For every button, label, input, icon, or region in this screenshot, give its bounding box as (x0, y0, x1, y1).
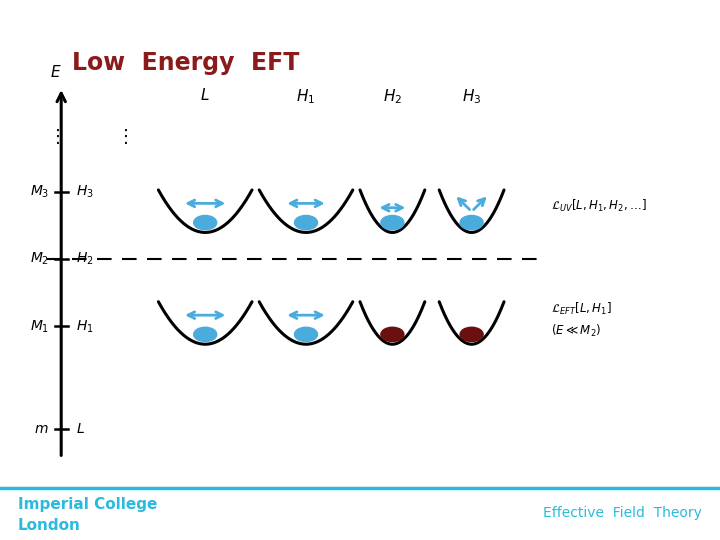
Text: $M_2$: $M_2$ (30, 251, 49, 267)
Text: $\mathcal{L}_{UV}[L, H_1, H_2, \ldots]$: $\mathcal{L}_{UV}[L, H_1, H_2, \ldots]$ (551, 198, 647, 214)
Circle shape (381, 215, 404, 230)
Text: $H_3$: $H_3$ (462, 87, 481, 106)
Circle shape (460, 215, 483, 230)
Text: $M_1$: $M_1$ (30, 318, 49, 335)
Circle shape (294, 327, 318, 341)
Text: $\mathcal{L}_{EFT}[L, H_1]$: $\mathcal{L}_{EFT}[L, H_1]$ (551, 300, 611, 316)
Circle shape (194, 215, 217, 230)
Text: $(E \ll M_2)$: $(E \ll M_2)$ (551, 323, 601, 339)
Text: $H_2$: $H_2$ (383, 87, 402, 106)
Circle shape (460, 327, 483, 341)
Text: $\vdots$: $\vdots$ (117, 127, 128, 146)
Text: $L$: $L$ (200, 87, 210, 103)
Text: $H_1$: $H_1$ (76, 318, 94, 335)
Text: Effective  Field  Theory: Effective Field Theory (543, 507, 702, 520)
Text: Imperial College: Imperial College (18, 497, 158, 512)
Circle shape (381, 327, 404, 341)
Text: $E$: $E$ (50, 64, 61, 80)
Text: Low  Energy  EFT: Low Energy EFT (72, 51, 300, 76)
Text: $M_3$: $M_3$ (30, 184, 49, 200)
Text: $H_2$: $H_2$ (76, 251, 94, 267)
Text: London: London (18, 518, 81, 532)
Circle shape (194, 327, 217, 341)
Text: Positivity Constraints on SIDM: Positivity Constraints on SIDM (18, 10, 217, 23)
Text: $H_3$: $H_3$ (76, 184, 94, 200)
Text: $L$: $L$ (76, 422, 85, 436)
Circle shape (294, 215, 318, 230)
Text: $\vdots$: $\vdots$ (48, 127, 60, 146)
Text: Scott  Melville: Scott Melville (608, 10, 702, 23)
Text: $H_1$: $H_1$ (297, 87, 315, 106)
Text: $m$: $m$ (35, 422, 49, 436)
